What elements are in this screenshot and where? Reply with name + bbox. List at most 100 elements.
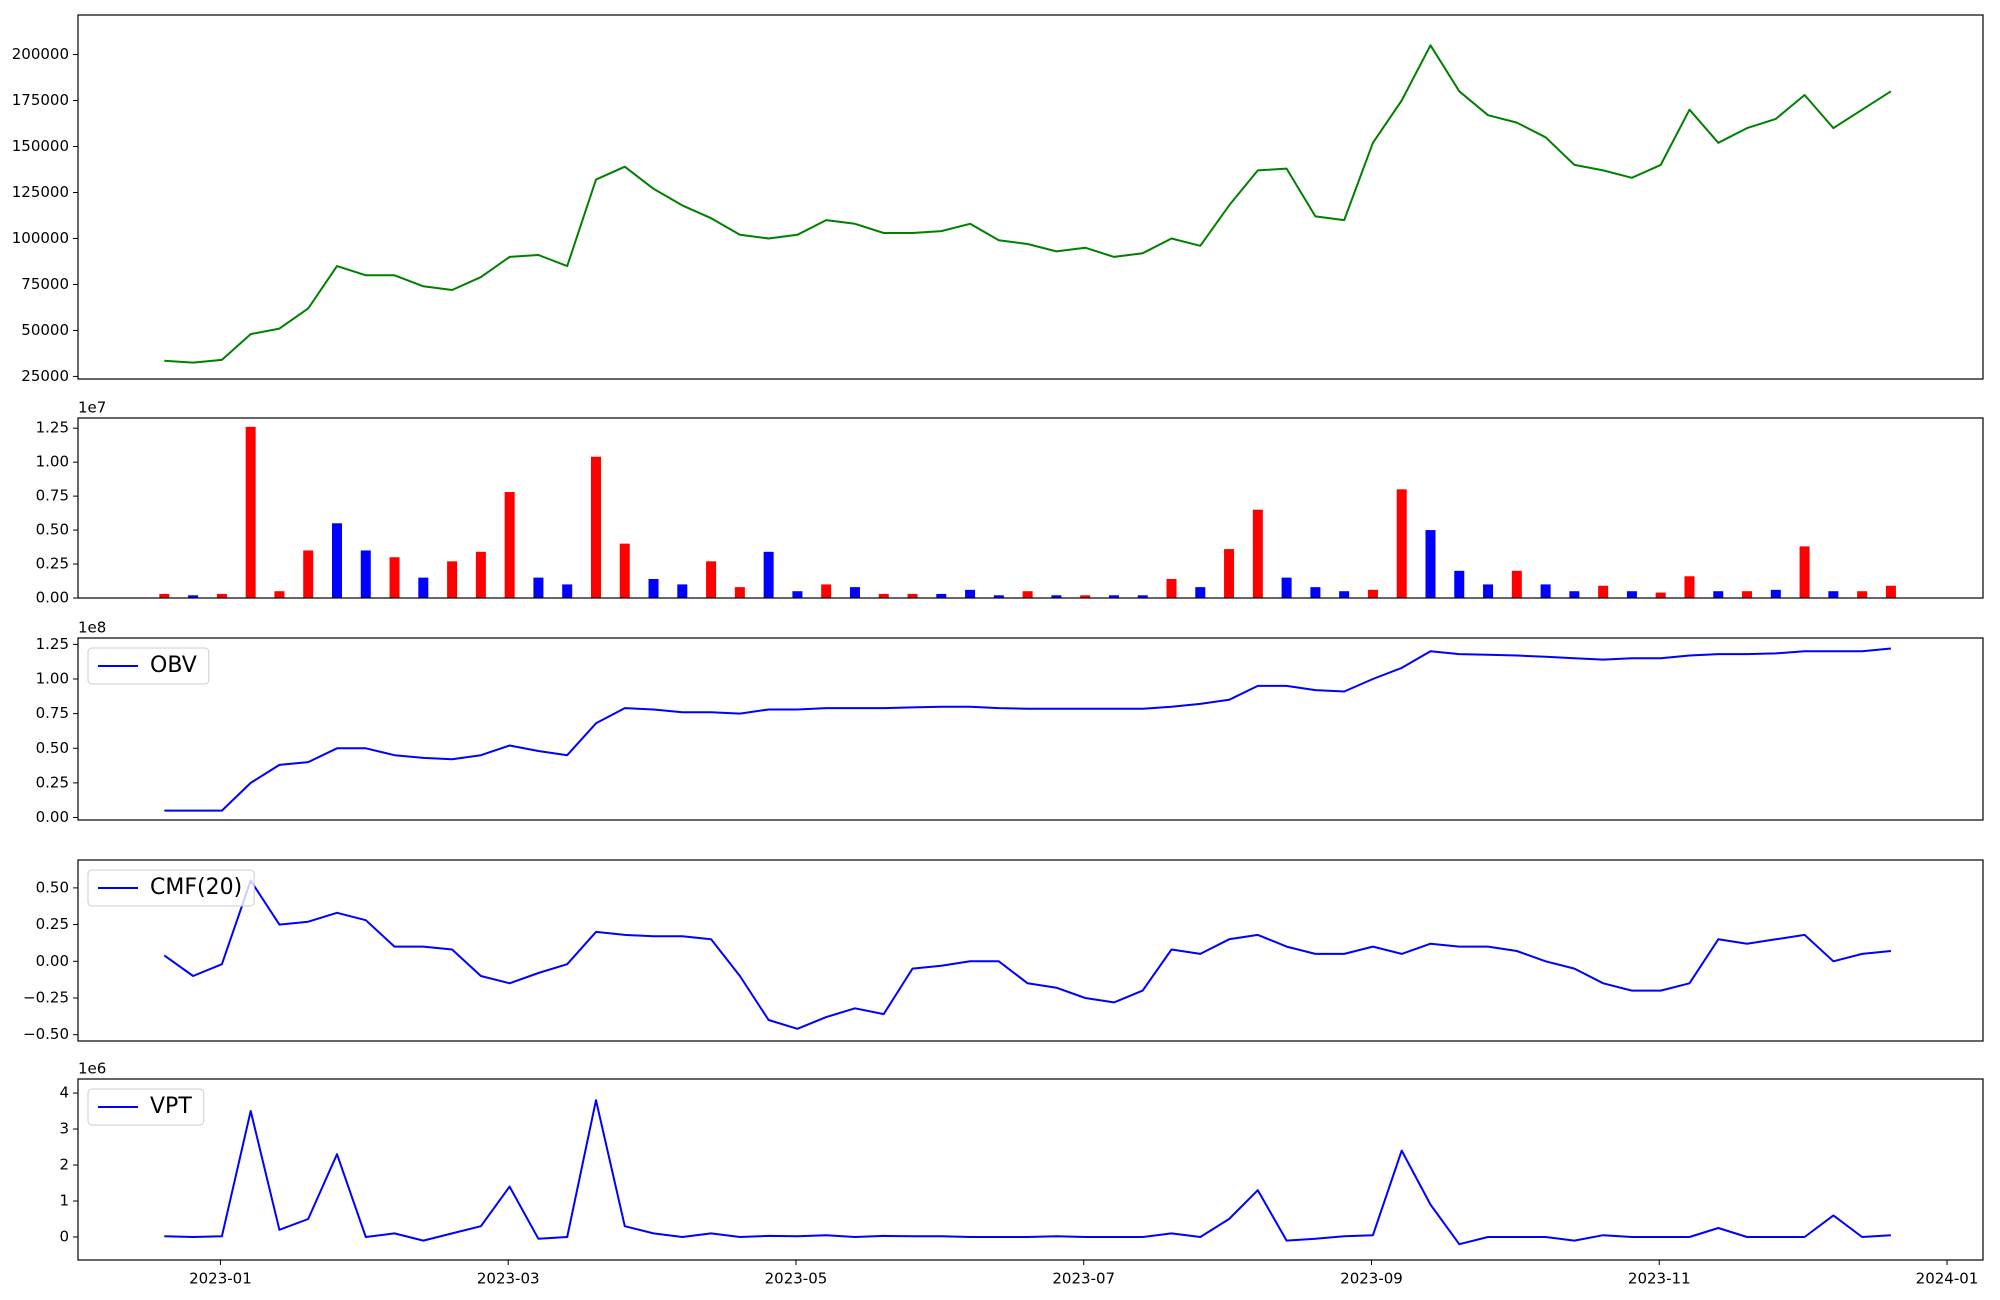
line-series (164, 44, 1892, 364)
line-series (163, 879, 1892, 1030)
volume-bar (1483, 584, 1494, 598)
volume-bar (1166, 578, 1177, 598)
volume-bar (1598, 585, 1609, 598)
volume-bar (1454, 570, 1465, 598)
y-offset-label: 1e7 (78, 399, 106, 417)
y-tick-label: 125000 (12, 183, 69, 201)
x-tick-label: 2023-09 (1340, 1270, 1403, 1288)
volume-bar (159, 593, 170, 598)
x-tick-label: 2023-01 (189, 1270, 252, 1288)
volume-bar (360, 550, 371, 598)
volume-bar (706, 561, 717, 598)
volume-bar (1425, 530, 1436, 598)
y-tick-label: 0.75 (36, 704, 69, 722)
volume-bar (274, 591, 285, 598)
volume-bar (216, 593, 227, 598)
axes-frame (77, 14, 1984, 380)
axes-frame (77, 859, 1984, 1042)
volume-bar (993, 595, 1004, 598)
volume-bar (1367, 589, 1378, 598)
volume-bar (763, 551, 774, 598)
volume-bar (504, 492, 515, 598)
volume-bar (849, 587, 860, 598)
volume-bar (1569, 591, 1580, 598)
volume-bar (965, 589, 976, 598)
volume-bar (1137, 595, 1148, 598)
y-tick-label: 2 (59, 1156, 69, 1174)
volume-bar (1310, 587, 1321, 598)
volume-bar (1857, 591, 1868, 598)
legend-box (87, 869, 255, 907)
volume-bar (245, 426, 256, 598)
y-tick-label: 0.00 (36, 808, 69, 826)
y-tick-label: 100000 (12, 229, 69, 247)
y-tick-label: 3 (59, 1120, 69, 1138)
axes-frame (77, 417, 1984, 599)
y-tick-label: 0 (59, 1227, 69, 1245)
volume-bar (1224, 549, 1235, 598)
volume-bar (1540, 584, 1551, 598)
y-tick-label: 0.50 (36, 739, 69, 757)
volume-bar (389, 557, 400, 598)
volume-bar (907, 593, 918, 598)
volume-bar (1742, 591, 1753, 598)
x-tick-label: 2023-07 (1052, 1270, 1115, 1288)
volume-bar (1022, 591, 1033, 598)
x-tick-label: 2024-01 (1916, 1270, 1979, 1288)
volume-bar (1713, 591, 1724, 598)
y-tick-label: 4 (59, 1084, 69, 1102)
volume-bar (1655, 592, 1666, 598)
x-tick-label: 2023-05 (765, 1270, 828, 1288)
volume-bar (1799, 546, 1810, 598)
legend-label: CMF(20) (150, 875, 242, 900)
legend-box (87, 1088, 205, 1126)
volume-bar (447, 561, 458, 598)
volume-bar (1626, 591, 1637, 598)
volume-bar (331, 523, 342, 598)
axes-frame (77, 1078, 1984, 1261)
y-tick-label: 200000 (12, 45, 69, 63)
volume-bar (1770, 589, 1781, 598)
y-tick-label: 1.00 (36, 453, 69, 471)
x-tick-label: 2023-11 (1628, 1270, 1691, 1288)
line-series (164, 1099, 1891, 1246)
y-tick-label: 0.00 (36, 952, 69, 970)
y-tick-label: −0.50 (23, 1025, 69, 1043)
y-tick-label: 0.50 (36, 878, 69, 896)
y-tick-label: 0.25 (36, 773, 69, 791)
y-offset-label: 1e6 (78, 1060, 106, 1078)
volume-bar (1195, 587, 1206, 598)
y-tick-label: 150000 (12, 137, 69, 155)
y-tick-label: 1 (59, 1191, 69, 1209)
y-offset-label: 1e8 (78, 619, 106, 637)
volume-bar (1828, 591, 1839, 598)
y-tick-label: 1.25 (36, 635, 69, 653)
y-tick-label: 1.25 (36, 419, 69, 437)
volume-bar (418, 577, 429, 598)
y-tick-label: 50000 (21, 321, 69, 339)
legend-label: OBV (150, 653, 197, 678)
volume-bar (936, 593, 947, 598)
y-tick-label: 0.50 (36, 521, 69, 539)
volume-bar (821, 584, 832, 598)
y-tick-label: 25000 (21, 367, 69, 385)
y-tick-label: 0.75 (36, 487, 69, 505)
axes-frame (77, 637, 1984, 821)
y-tick-label: 0.25 (36, 915, 69, 933)
line-series (164, 647, 1891, 812)
x-tick-label: 2023-03 (477, 1270, 540, 1288)
y-tick-label: 75000 (21, 275, 69, 293)
volume-bar (562, 584, 573, 598)
volume-bar (1252, 509, 1263, 598)
volume-bar (533, 577, 544, 598)
volume-bar (619, 543, 630, 598)
volume-bar (648, 578, 659, 598)
volume-bar (590, 456, 601, 598)
volume-bar (792, 591, 803, 598)
volume-bar (188, 595, 199, 598)
volume-bar (1339, 591, 1350, 598)
volume-bar (878, 593, 889, 598)
y-tick-label: 0.00 (36, 589, 69, 607)
volume-bar (1684, 576, 1695, 598)
